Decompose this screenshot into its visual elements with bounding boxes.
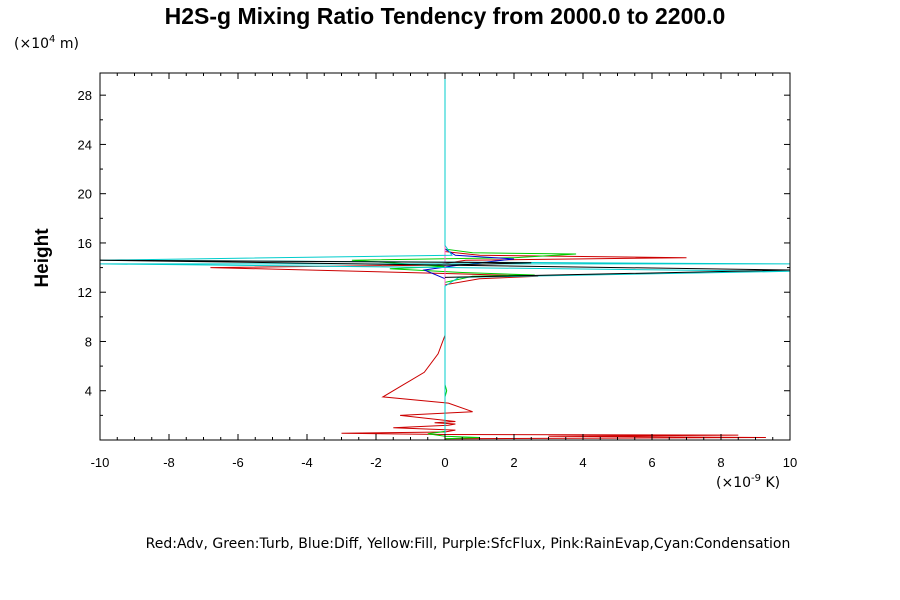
- x-tick-label: 2: [510, 455, 517, 470]
- x-tick-label: 0: [441, 455, 448, 470]
- series-layer: [100, 73, 790, 440]
- x-tick-label: 4: [579, 455, 586, 470]
- series-line-adv: [210, 73, 766, 440]
- legend-text: Red:Adv, Green:Turb, Blue:Diff, Yellow:F…: [146, 536, 791, 552]
- x-unit-exponent: -9: [751, 473, 761, 484]
- x-unit-prefix: (×10: [716, 475, 751, 491]
- y-unit-exponent: 4: [49, 34, 55, 45]
- series-line-unlabeled-7: [100, 259, 790, 278]
- y-unit-suffix: m): [55, 36, 79, 52]
- y-tick-label: 4: [85, 384, 92, 399]
- x-tick-label: -6: [232, 455, 244, 470]
- x-tick-label: 10: [783, 455, 797, 470]
- series-line-turb: [351, 73, 577, 440]
- y-axis-unit: (×104 m): [14, 34, 79, 52]
- y-axis-label: Height: [32, 228, 53, 288]
- series-line-condensation: [100, 73, 790, 439]
- x-unit-suffix: K): [761, 475, 780, 491]
- chart-title: H2S-g Mixing Ratio Tendency from 2000.0 …: [165, 3, 726, 29]
- y-tick-label: 20: [78, 187, 92, 202]
- x-tick-label: -4: [301, 455, 313, 470]
- y-tick-label: 8: [85, 334, 92, 349]
- x-tick-label: -8: [163, 455, 175, 470]
- x-tick-label: -10: [91, 455, 110, 470]
- x-tick-label: -2: [370, 455, 382, 470]
- x-tick-label: 6: [648, 455, 655, 470]
- y-tick-label: 28: [78, 88, 92, 103]
- y-tick-label: 24: [78, 137, 92, 152]
- x-axis-unit: (×10-9 K): [716, 473, 780, 491]
- y-unit-prefix: (×10: [14, 36, 49, 52]
- y-tick-label: 16: [78, 236, 92, 251]
- y-tick-label: 12: [78, 285, 92, 300]
- x-tick-label: 8: [717, 455, 724, 470]
